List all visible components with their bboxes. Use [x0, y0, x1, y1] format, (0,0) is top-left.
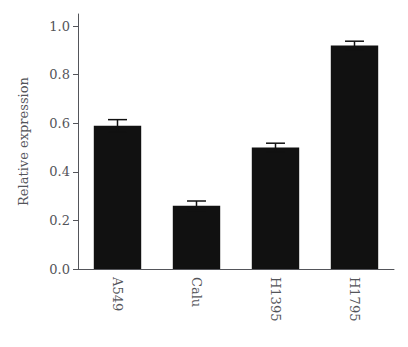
svg-text:1.0: 1.0 [49, 19, 70, 34]
svg-text:0.8: 0.8 [49, 67, 70, 82]
svg-text:0.2: 0.2 [49, 213, 70, 228]
svg-text:0.4: 0.4 [49, 164, 70, 179]
svg-text:A549: A549 [110, 276, 125, 311]
svg-text:Relative expression: Relative expression [16, 76, 31, 206]
svg-text:0.0: 0.0 [49, 262, 70, 277]
svg-text:H1795: H1795 [347, 277, 362, 321]
svg-text:Calu: Calu [189, 277, 204, 307]
svg-text:H1395: H1395 [268, 277, 283, 321]
svg-text:0.6: 0.6 [49, 116, 70, 131]
